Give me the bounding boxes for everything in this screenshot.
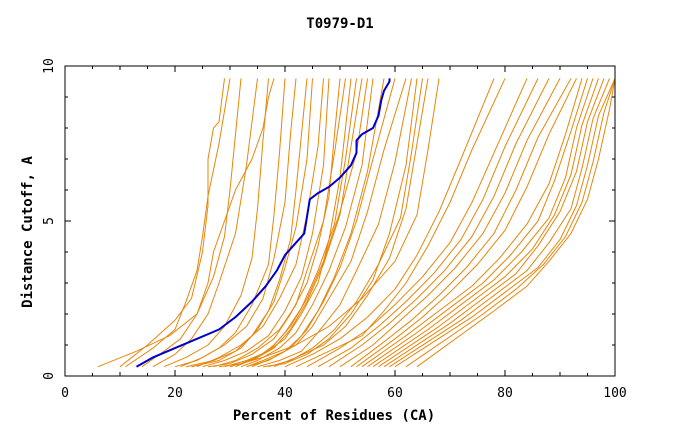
series-layer — [97, 78, 616, 368]
series-line-13 — [207, 78, 341, 368]
series-line-24 — [262, 78, 418, 368]
series-line-36 — [361, 78, 583, 368]
series-line-22 — [251, 78, 407, 368]
series-line-12 — [202, 78, 330, 368]
series-line-29 — [295, 78, 506, 368]
series-line-33 — [339, 78, 561, 368]
series-line-30 — [306, 78, 528, 368]
tick-layer: 0 20 40 60 80 100 0 5 10 — [42, 58, 627, 401]
x-tick-label: 20 — [167, 386, 183, 401]
series-line-23 — [257, 78, 412, 368]
series-line-9 — [185, 78, 308, 368]
series-line-41 — [389, 78, 610, 368]
series-line-6 — [163, 78, 269, 368]
x-tick-label: 40 — [277, 386, 293, 401]
series-line-34 — [350, 78, 572, 368]
series-line-8 — [180, 78, 297, 368]
x-tick-label: 60 — [387, 386, 403, 401]
highlight-series-line — [136, 78, 391, 368]
series-line-42 — [394, 78, 616, 368]
series-line-3 — [125, 78, 231, 368]
series-line-11 — [196, 78, 324, 368]
series-line-18 — [235, 78, 368, 368]
series-line-39 — [378, 78, 599, 368]
y-tick-label: 5 — [42, 217, 57, 225]
series-line-7 — [174, 78, 286, 368]
series-line-14 — [213, 78, 346, 368]
series-line-5 — [152, 78, 258, 368]
series-line-38 — [372, 78, 594, 368]
x-tick-label: 80 — [497, 386, 513, 401]
series-line-15 — [218, 78, 352, 368]
series-line-32 — [328, 78, 550, 368]
y-axis-label: Distance Cutoff, A — [20, 156, 36, 308]
series-line-43 — [405, 78, 616, 368]
series-line-31 — [317, 78, 539, 368]
chart-title: T0979-D1 — [306, 16, 373, 32]
series-line-35 — [356, 78, 577, 368]
series-line-44 — [416, 78, 616, 368]
series-line-1 — [97, 78, 275, 368]
series-line-40 — [383, 78, 605, 368]
y-tick-label: 0 — [42, 372, 57, 380]
x-tick-label: 100 — [603, 386, 626, 401]
series-line-10 — [191, 78, 313, 368]
x-tick-label: 0 — [61, 386, 69, 401]
series-line-28 — [284, 78, 495, 368]
series-line-26 — [273, 78, 429, 368]
series-line-37 — [367, 78, 588, 368]
series-line-27 — [229, 78, 440, 368]
series-line-4 — [141, 78, 242, 368]
y-tick-label: 10 — [42, 58, 57, 74]
x-axis-label: Percent of Residues (CA) — [233, 408, 435, 424]
series-line-2 — [119, 78, 225, 368]
